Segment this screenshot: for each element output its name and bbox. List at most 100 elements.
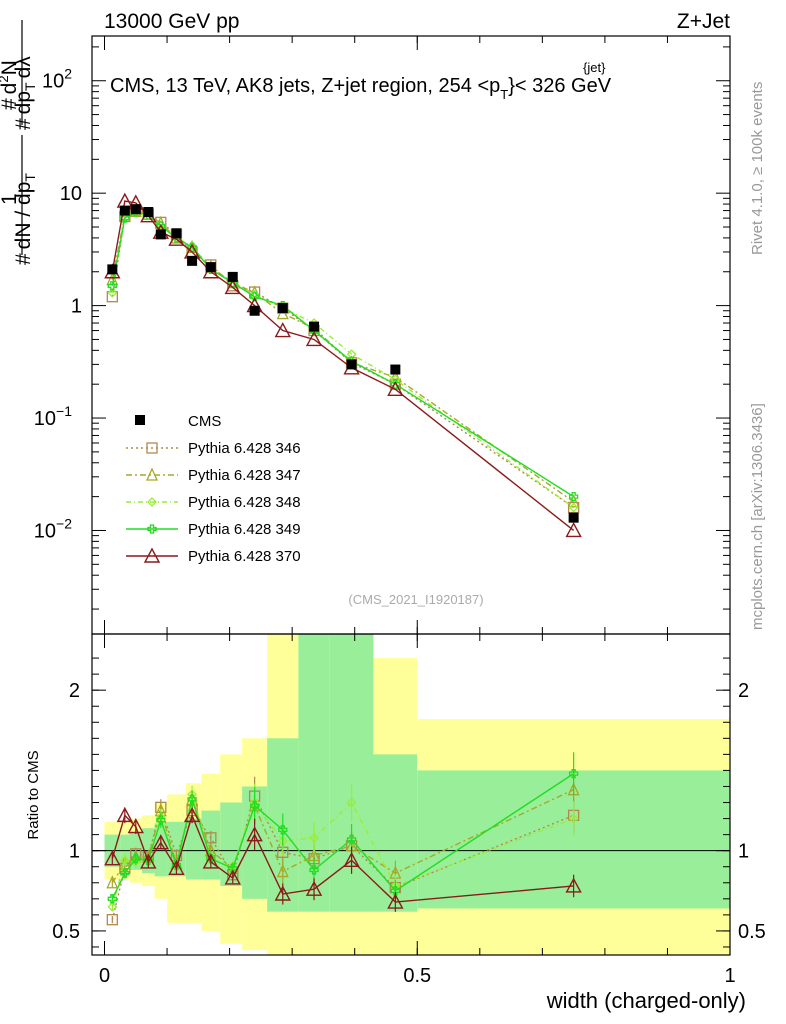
- legend-label-series-4: Pythia 6.428 349: [188, 521, 301, 538]
- ratio-band-inner: [167, 821, 186, 877]
- series-5-ratio-point: [183, 806, 201, 823]
- legend-label-series-3: Pythia 6.428 348: [188, 494, 301, 511]
- title-pt: p: [489, 75, 500, 97]
- cms-point: [346, 359, 357, 370]
- cms-point: [143, 207, 154, 218]
- series-4-ratio-point: [156, 815, 166, 825]
- series-4-ratio-point: [309, 865, 319, 875]
- cms-point: [205, 262, 216, 273]
- series-5-ratio-point: [565, 877, 582, 893]
- cms-point: [130, 204, 141, 215]
- series-2-ratio-point: [106, 875, 119, 889]
- series-5-ratio-point: [224, 869, 241, 885]
- legend-marker-series-5: [143, 547, 161, 563]
- series-5-point: [168, 230, 185, 246]
- cms-point: [309, 321, 320, 332]
- y-tick-label: 10−1: [34, 403, 72, 430]
- series-3-ratio-point: [107, 901, 118, 912]
- series-4-ratio-point: [107, 894, 117, 904]
- side-label-top: Rivet 4.1.0, ≥ 100k events: [749, 82, 766, 255]
- x-axis-label: width (charged-only): [546, 988, 746, 1013]
- cms-point: [277, 303, 288, 314]
- series-3-ratio-point: [346, 797, 357, 808]
- series-3-ratio-point: [568, 813, 579, 824]
- series-3-point: [568, 502, 579, 513]
- series-3-point: [346, 349, 357, 360]
- y-axis-label-main: #dN / dpT 1 #dpTdλ #d2N: [0, 20, 38, 265]
- series-1-ratio-point: [106, 914, 118, 926]
- series-4-ratio-point: [131, 854, 141, 864]
- header-right: Z+Jet: [677, 10, 730, 33]
- series-4-ratio-point: [390, 886, 401, 896]
- series-4-ratio-point: [187, 794, 197, 804]
- series-5-ratio-point: [343, 851, 360, 868]
- axes-frames: [91, 35, 731, 956]
- series-5-point: [274, 322, 291, 338]
- cms-point: [119, 205, 130, 216]
- ratio-tick-label: 1: [69, 841, 80, 863]
- ratio-uncertainty-bands: [104, 634, 730, 955]
- legend-marker-series-4: [147, 524, 157, 534]
- series-5-ratio-point: [168, 859, 185, 876]
- y-axis-label-ratio: Ratio to CMS: [25, 750, 42, 839]
- ratio-plot-series: [104, 752, 582, 926]
- cms-point: [187, 255, 198, 266]
- series-5-ratio-point: [104, 850, 121, 866]
- series-4-point: [249, 292, 260, 302]
- legend-label-series-5: Pythia 6.428 370: [188, 548, 301, 565]
- series-5-point: [387, 380, 404, 397]
- title-sup: {jet}: [583, 60, 606, 75]
- svg-text:#d2N: #d2N: [0, 60, 21, 110]
- series-1-ratio-point: [205, 832, 217, 844]
- legend: CMS Pythia 6.428 346 Pythia 6.428 347 Pythi…: [126, 413, 301, 565]
- cms-point: [390, 364, 401, 375]
- series-3-ratio-point: [309, 832, 319, 843]
- ratio-tick-label: 0.5: [52, 921, 80, 943]
- series-5-ratio-point: [246, 826, 263, 842]
- series-1-line: [111, 209, 575, 509]
- title-sub: T: [500, 87, 508, 102]
- series-5-ratio-point: [274, 885, 291, 901]
- series-3-ratio-point: [119, 855, 130, 866]
- main-plot-series: [104, 192, 582, 538]
- ratio-plot-frame: [91, 633, 731, 956]
- title-main: CMS, 13 TeV, AK8 jets, Z+jet region, 254…: [110, 75, 489, 97]
- ratio-band-inner: [154, 823, 168, 877]
- series-4-ratio-point: [278, 825, 288, 835]
- ratio-tick-label-right: 1: [738, 841, 749, 863]
- series-4-ratio-point: [206, 854, 216, 864]
- series-5-line: [111, 200, 575, 532]
- series-5-ratio-point: [202, 853, 220, 869]
- series-5-ratio-point: [127, 818, 144, 834]
- series-3-point: [107, 287, 118, 298]
- svg-text:#dpTdλ: #dpTdλ: [12, 56, 38, 130]
- legend-marker-cms: [135, 415, 145, 425]
- ratio-tick-label-right: 2: [738, 680, 749, 702]
- ratio-tick-label-right: 0.5: [738, 921, 766, 943]
- y-tick-label: 10: [60, 183, 82, 205]
- cms-point: [107, 264, 118, 275]
- series-5-ratio-point: [152, 834, 169, 850]
- svg-text:1: 1: [0, 193, 21, 205]
- y-tick-label: 102: [42, 66, 72, 93]
- y-tick-label: 1: [71, 296, 82, 318]
- legend-marker-series-1: [146, 442, 158, 454]
- ratio-tick-label: 2: [69, 680, 80, 702]
- legend-marker-series-2: [145, 467, 159, 481]
- legend-label-series-2: Pythia 6.428 347: [188, 467, 301, 484]
- y-tick-label: 10−2: [34, 515, 72, 542]
- series-3-point: [187, 240, 197, 251]
- series-4-point: [107, 281, 117, 291]
- side-label-bottom: mcplots.cern.ch [arXiv:1306.3436]: [749, 403, 766, 630]
- header-left: 13000 GeV pp: [104, 10, 239, 33]
- series-2-line: [111, 210, 575, 503]
- legend-label-cms: CMS: [188, 413, 221, 430]
- series-5-point: [565, 521, 582, 538]
- cms-point: [227, 271, 238, 282]
- series-4-point: [568, 491, 579, 502]
- series-5-ratio-point: [140, 853, 157, 869]
- series-2-point: [567, 494, 580, 508]
- series-1-point: [567, 501, 580, 514]
- cms-point: [249, 305, 260, 316]
- series-5-ratio-point: [305, 880, 323, 896]
